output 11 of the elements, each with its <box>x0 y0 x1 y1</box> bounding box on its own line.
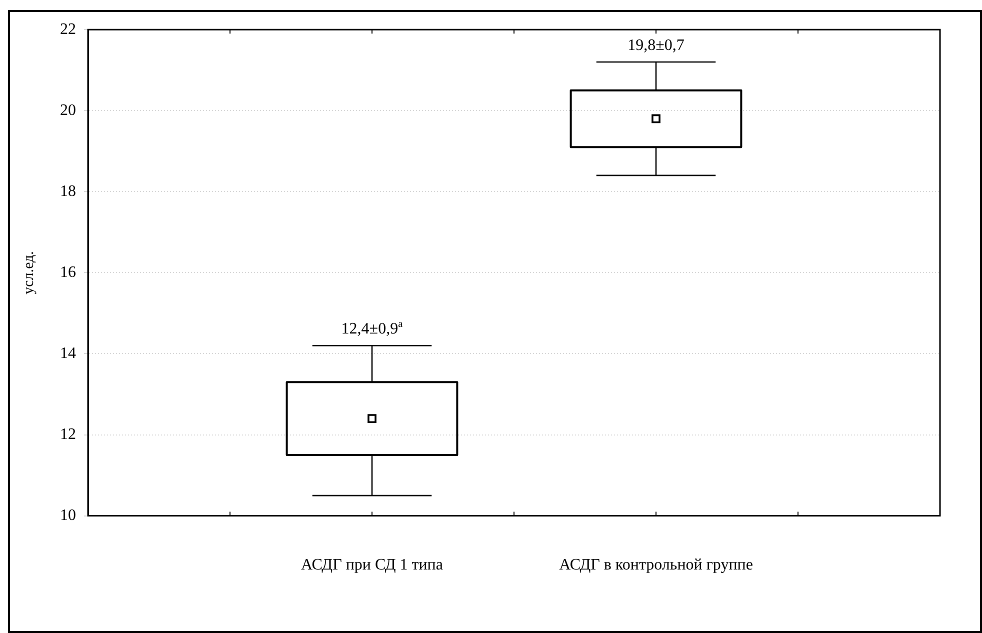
y-tick-label: 10 <box>60 507 76 524</box>
y-tick-label: 18 <box>60 182 76 200</box>
y-tick-label: 16 <box>60 264 76 281</box>
annotation: 19,8±0,7 <box>628 37 684 54</box>
y-tick-label: 22 <box>60 20 76 38</box>
y-axis-title: усл.ед. <box>20 251 37 294</box>
y-tick-label: 20 <box>60 102 76 119</box>
y-tick-label: 14 <box>60 344 76 362</box>
x-tick-label: АСДГ в контрольной группе <box>559 556 753 574</box>
x-tick-label: АСДГ при СД 1 типа <box>301 556 443 574</box>
y-tick-label: 12 <box>60 426 76 443</box>
